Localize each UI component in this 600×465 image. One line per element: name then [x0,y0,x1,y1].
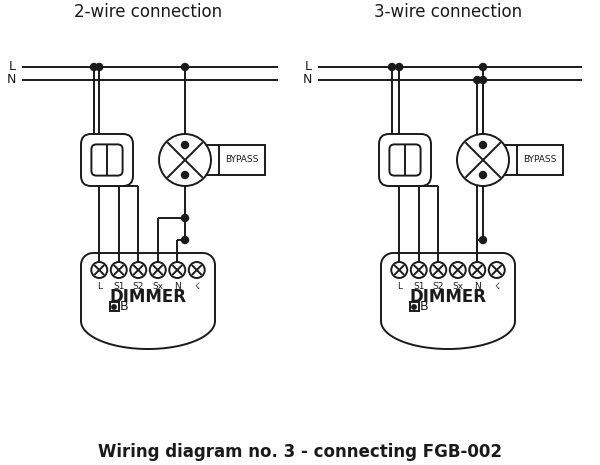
Circle shape [479,77,487,84]
Circle shape [469,262,485,278]
Text: BYPASS: BYPASS [523,155,557,165]
Circle shape [450,262,466,278]
Text: S2: S2 [133,282,144,291]
Text: N: N [174,282,181,291]
Text: S1: S1 [113,282,125,291]
Circle shape [457,134,509,186]
Circle shape [182,141,188,148]
Text: B: B [119,300,128,313]
Circle shape [182,237,188,244]
Circle shape [130,262,146,278]
Circle shape [182,172,188,179]
Circle shape [489,262,505,278]
Text: Sx: Sx [452,282,463,291]
Circle shape [479,237,487,244]
Circle shape [182,64,188,71]
Circle shape [112,305,116,309]
Circle shape [479,64,487,71]
Text: L: L [97,282,102,291]
FancyBboxPatch shape [379,134,431,186]
Text: Sx: Sx [152,282,163,291]
Circle shape [411,262,427,278]
Text: DIMMER: DIMMER [409,287,487,306]
Circle shape [396,64,403,71]
FancyBboxPatch shape [91,145,122,176]
Circle shape [91,64,97,71]
Bar [219,145,265,175]
Circle shape [412,305,416,309]
Text: L: L [9,60,16,73]
FancyBboxPatch shape [81,134,133,186]
Text: B: B [419,300,428,313]
Circle shape [182,214,188,221]
Circle shape [430,262,446,278]
Bar [517,145,563,175]
Text: S1: S1 [413,282,425,291]
Circle shape [96,64,103,71]
Text: N: N [7,73,16,86]
Circle shape [391,262,407,278]
Circle shape [389,64,395,71]
Circle shape [479,141,487,148]
Text: ☇: ☇ [194,282,199,291]
Text: ☇: ☇ [494,282,499,291]
Text: BYPASS: BYPASS [226,155,259,165]
Circle shape [91,262,107,278]
Circle shape [111,262,127,278]
Circle shape [169,262,185,278]
Text: N: N [302,73,312,86]
Bar [110,303,119,312]
Text: L: L [305,60,312,73]
Text: 3-wire connection: 3-wire connection [374,3,522,21]
Text: L: L [397,282,402,291]
Circle shape [474,77,481,84]
Circle shape [159,134,211,186]
Bar [409,303,419,312]
Text: N: N [474,282,481,291]
Circle shape [189,262,205,278]
Text: 2-wire connection: 2-wire connection [74,3,222,21]
Text: S2: S2 [433,282,444,291]
Text: Wiring diagram no. 3 - connecting FGB-002: Wiring diagram no. 3 - connecting FGB-00… [98,443,502,461]
Circle shape [150,262,166,278]
FancyBboxPatch shape [389,145,421,176]
Text: DIMMER: DIMMER [110,287,187,306]
Circle shape [479,172,487,179]
